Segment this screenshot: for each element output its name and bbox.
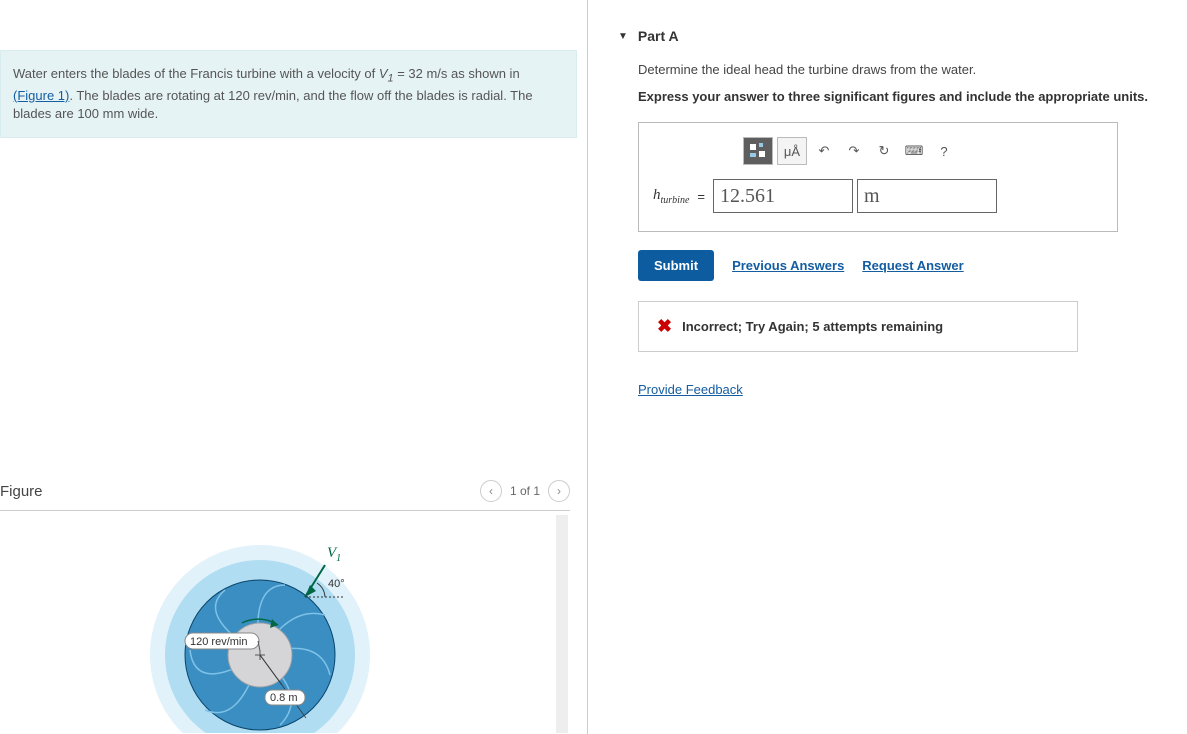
variable-label: hturbine [653, 187, 689, 206]
svg-text:V1: V1 [327, 545, 341, 564]
previous-answers-link[interactable]: Previous Answers [732, 258, 844, 273]
part-a-title: Part A [638, 28, 679, 44]
svg-text:120 rev/min: 120 rev/min [190, 636, 247, 648]
part-a-content: Determine the ideal head the turbine dra… [598, 62, 1186, 397]
figure-prev-button[interactable]: ‹ [480, 480, 502, 502]
provide-feedback-row: Provide Feedback [638, 382, 1166, 397]
templates-tool[interactable] [743, 137, 773, 165]
provide-feedback-link[interactable]: Provide Feedback [638, 382, 743, 397]
value-input[interactable] [713, 179, 853, 213]
figure-body: ▴ V1 [0, 515, 568, 733]
figure-counter: 1 of 1 [510, 484, 540, 498]
figure-link[interactable]: (Figure 1) [13, 88, 69, 103]
collapse-caret-icon: ▼ [618, 31, 628, 42]
prompt-text: Determine the ideal head the turbine dra… [638, 62, 1166, 77]
undo-tool[interactable]: ↶ [811, 137, 837, 165]
figure-nav: ‹ 1 of 1 › [480, 480, 570, 502]
feedback-box: ✖ Incorrect; Try Again; 5 attempts remai… [638, 301, 1078, 352]
redo-tool[interactable]: ↷ [841, 137, 867, 165]
answer-toolbar: μÅ ↶ ↷ ↻ ⌨ ? [743, 137, 1103, 165]
answer-box: μÅ ↶ ↷ ↻ ⌨ ? hturbine = [638, 122, 1118, 232]
left-pane: Water enters the blades of the Francis t… [0, 0, 587, 734]
answer-row: hturbine = [653, 179, 1103, 213]
figure-title: Figure [0, 483, 43, 500]
help-tool[interactable]: ? [931, 137, 957, 165]
figure-header: Figure ‹ 1 of 1 › [0, 480, 570, 511]
equals-sign: = [697, 189, 705, 204]
request-answer-link[interactable]: Request Answer [862, 258, 963, 273]
symbols-tool[interactable]: μÅ [777, 137, 807, 165]
incorrect-icon: ✖ [657, 316, 672, 337]
svg-text:40°: 40° [328, 578, 345, 590]
feedback-text: Incorrect; Try Again; 5 attempts remaini… [682, 319, 943, 334]
svg-text:0.8 m: 0.8 m [270, 692, 298, 704]
unit-input[interactable] [857, 179, 997, 213]
action-row: Submit Previous Answers Request Answer [638, 250, 1166, 281]
figure-next-button[interactable]: › [548, 480, 570, 502]
problem-statement: Water enters the blades of the Francis t… [0, 50, 577, 138]
turbine-figure: V1 40° 120 rev/min 0.8 m [130, 535, 430, 733]
reset-tool[interactable]: ↻ [871, 137, 897, 165]
part-a-header[interactable]: ▼ Part A [598, 0, 1186, 62]
problem-text: Water enters the blades of the Francis t… [13, 66, 379, 81]
right-pane: ▼ Part A Determine the ideal head the tu… [587, 0, 1186, 734]
submit-button[interactable]: Submit [638, 250, 714, 281]
instruction-text: Express your answer to three significant… [638, 89, 1166, 104]
scroll-up-icon[interactable]: ▴ [556, 515, 568, 529]
keyboard-tool[interactable]: ⌨ [901, 137, 927, 165]
